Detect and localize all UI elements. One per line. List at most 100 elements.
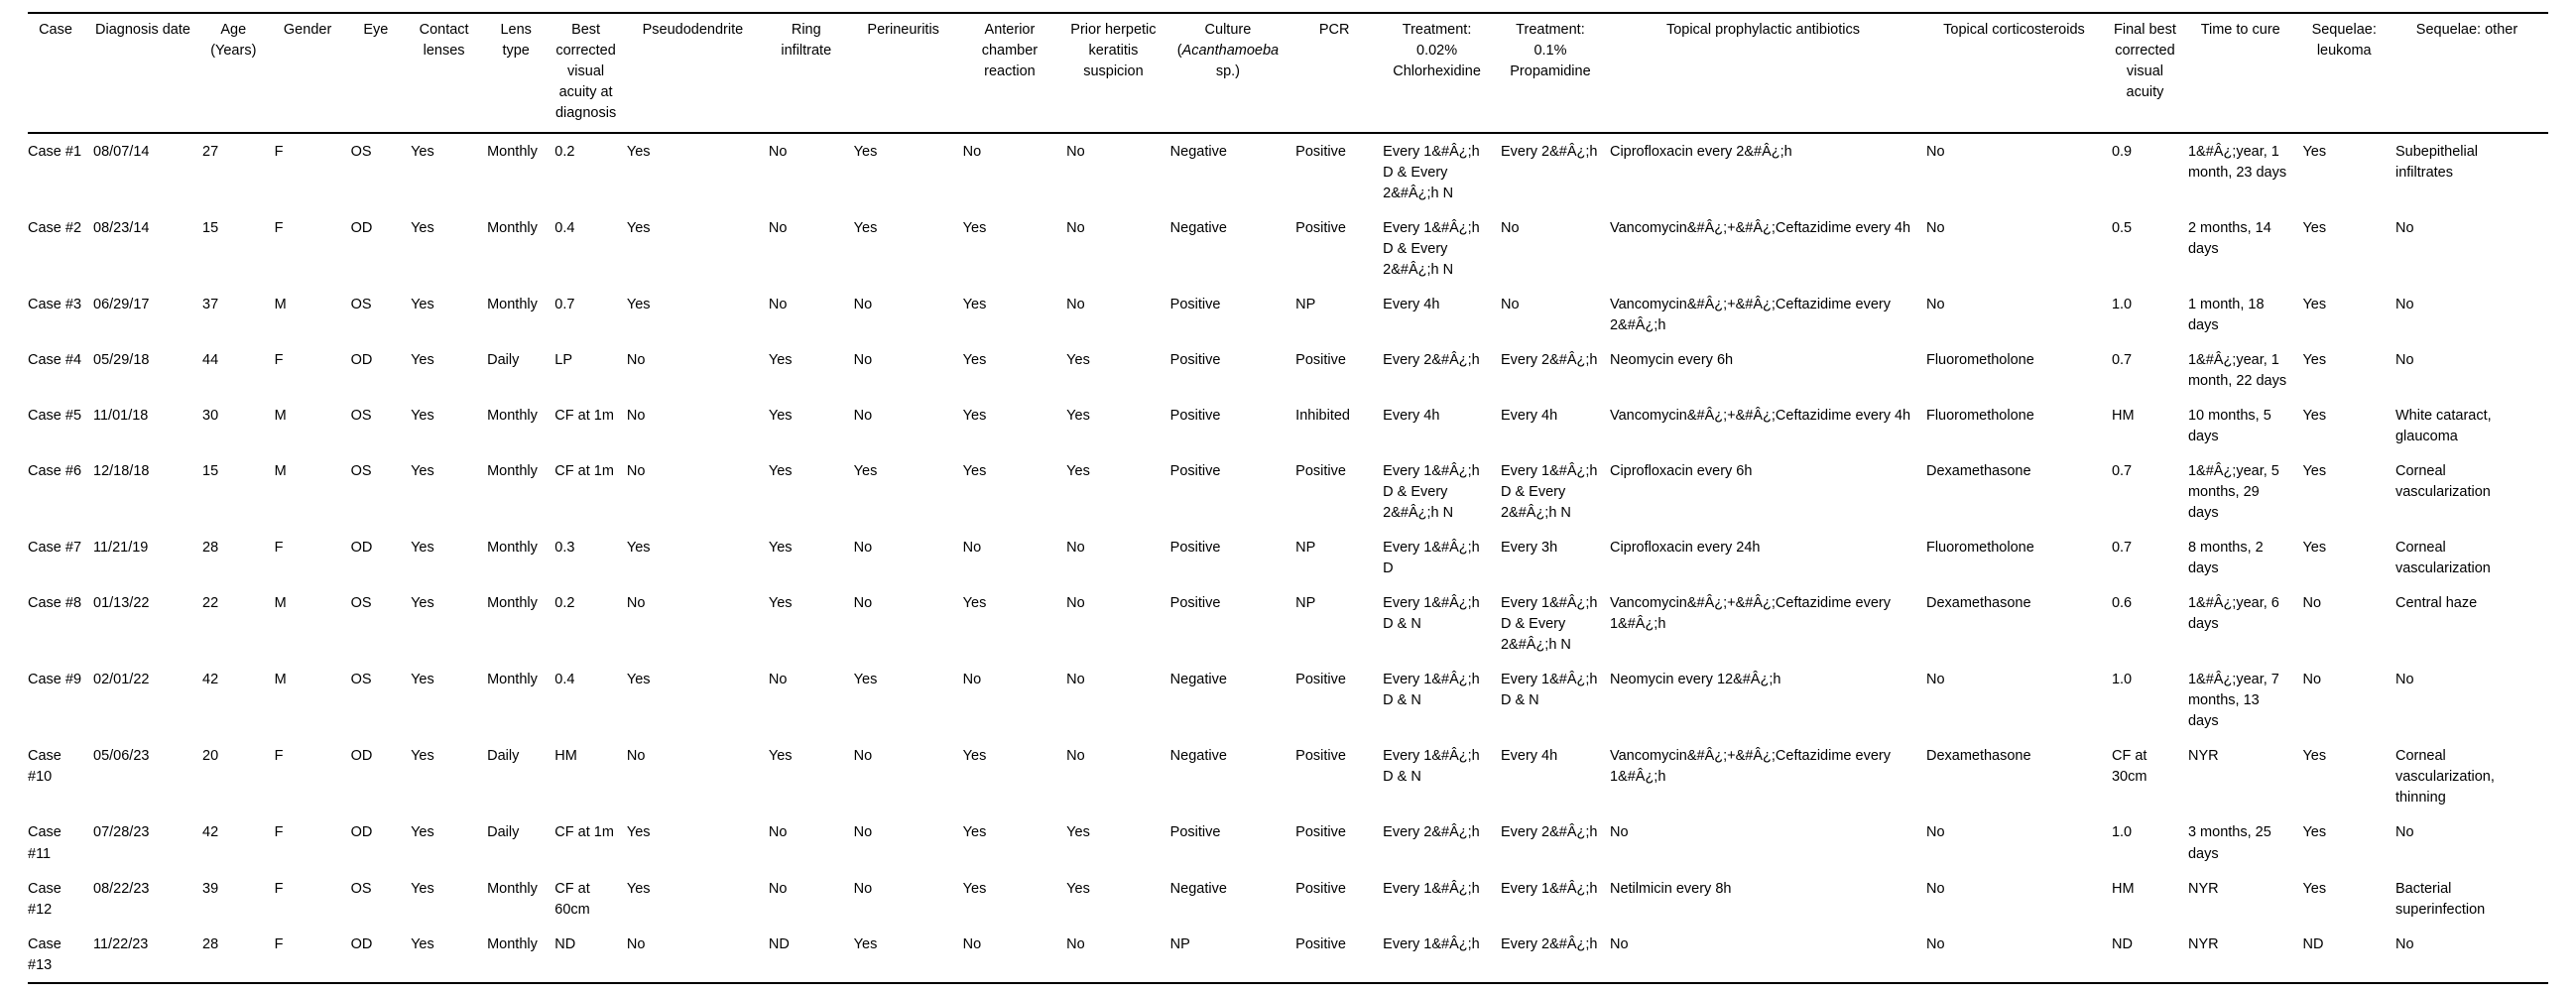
cell-age: 42 <box>202 672 219 688</box>
table-head: Case Diagnosis date Age (Years) Gender Eye Co… <box>28 13 2548 135</box>
column-header-lens-type: Lens type <box>487 13 555 135</box>
cell-topical-corticosteroids: No <box>1925 880 1945 897</box>
cell-pseudodendrite: Yes <box>626 672 651 688</box>
cell-time-to-cure: 1&#Â¿;year, 6 days <box>2187 595 2279 633</box>
cell-treatment-propamidine: No <box>1500 297 1520 313</box>
cell-gender: F <box>274 144 284 161</box>
cell-perineuritis: No <box>853 748 873 765</box>
cell-gender: F <box>274 880 284 897</box>
cell-lens-type: Monthly <box>487 935 538 952</box>
column-header-treatment-chlorhexidine: Treatment: 0.02% Chlorhexidine <box>1383 13 1501 135</box>
cell-topical-prophylactic-antibiotics: Vancomycin&#Â¿;+&#Â¿;Ceftazidime every 4… <box>1609 220 1911 237</box>
cell-culture: Positive <box>1169 463 1221 480</box>
cell-pseudodendrite: Yes <box>626 144 651 161</box>
cell-prior-herpetic-keratitis-suspicion: Yes <box>1066 408 1090 425</box>
cell-prior-herpetic-keratitis-suspicion: Yes <box>1066 824 1090 841</box>
cell-culture: Positive <box>1169 352 1221 369</box>
cell-contact-lenses: Yes <box>411 463 434 480</box>
cell-contact-lenses: Yes <box>411 748 434 765</box>
column-header-diagnosis-date: Diagnosis date <box>93 13 202 135</box>
cell-time-to-cure: 1 month, 18 days <box>2187 297 2265 334</box>
cell-sequelae-leukoma: No <box>2302 672 2322 688</box>
cell-lens-type: Daily <box>487 748 520 765</box>
cell-eye: OD <box>350 540 373 557</box>
cell-pcr: Positive <box>1295 144 1346 161</box>
cell-diagnosis-date: 05/29/18 <box>93 352 150 369</box>
cell-pcr: Positive <box>1295 220 1346 237</box>
cell-lens-type: Monthly <box>487 408 538 425</box>
cell-ring-infiltrate: No <box>768 144 788 161</box>
cell-age: 15 <box>202 220 219 237</box>
cell-contact-lenses: Yes <box>411 595 434 612</box>
cell-case: Case #7 <box>28 540 82 557</box>
cell-bcva-at-diagnosis: CF at 1m <box>554 408 614 425</box>
cell-time-to-cure: 2 months, 14 days <box>2187 220 2271 258</box>
cell-sequelae-leukoma: Yes <box>2302 144 2327 161</box>
cell-topical-prophylactic-antibiotics: Neomycin every 12&#Â¿;h <box>1609 672 1781 688</box>
cell-sequelae-other: No <box>2394 297 2414 313</box>
cell-lens-type: Daily <box>487 824 520 841</box>
cell-topical-prophylactic-antibiotics: Ciprofloxacin every 24h <box>1609 540 1761 557</box>
cell-sequelae-leukoma: Yes <box>2302 540 2327 557</box>
cell-time-to-cure: 1&#Â¿;year, 1 month, 23 days <box>2187 144 2287 182</box>
cell-prior-herpetic-keratitis-suspicion: No <box>1066 297 1085 313</box>
column-header-anterior-chamber-reaction: Anterior chamber reaction <box>962 13 1067 135</box>
cell-anterior-chamber-reaction: No <box>962 540 982 557</box>
cell-age: 37 <box>202 297 219 313</box>
cell-topical-prophylactic-antibiotics: Vancomycin&#Â¿;+&#Â¿;Ceftazidime every 2… <box>1609 297 1891 334</box>
cell-contact-lenses: Yes <box>411 408 434 425</box>
cell-sequelae-leukoma: Yes <box>2302 748 2327 765</box>
cell-ring-infiltrate: Yes <box>768 352 793 369</box>
cell-prior-herpetic-keratitis-suspicion: No <box>1066 672 1085 688</box>
cell-case: Case #3 <box>28 297 82 313</box>
column-header-bcva-at-diagnosis: Best corrected visual acuity at diagnosi… <box>554 13 627 135</box>
cell-final-bcva: HM <box>2111 408 2135 425</box>
cell-eye: OS <box>350 463 372 480</box>
cell-ring-infiltrate: No <box>768 297 788 313</box>
cell-contact-lenses: Yes <box>411 824 434 841</box>
cell-case: Case #10 <box>28 748 61 786</box>
cell-culture: Negative <box>1169 220 1227 237</box>
cell-perineuritis: No <box>853 540 873 557</box>
cell-culture: Positive <box>1169 408 1221 425</box>
cell-pcr: Positive <box>1295 880 1346 897</box>
cell-eye: OS <box>350 297 372 313</box>
cell-topical-prophylactic-antibiotics: Ciprofloxacin every 6h <box>1609 463 1753 480</box>
cell-case: Case #5 <box>28 408 82 425</box>
cell-pcr: Positive <box>1295 672 1346 688</box>
cell-topical-prophylactic-antibiotics: No <box>1609 824 1629 841</box>
cell-contact-lenses: Yes <box>411 144 434 161</box>
cell-time-to-cure: NYR <box>2187 880 2219 897</box>
cell-time-to-cure: 1&#Â¿;year, 1 month, 22 days <box>2187 352 2287 390</box>
cell-anterior-chamber-reaction: Yes <box>962 824 987 841</box>
cell-gender: F <box>274 352 284 369</box>
cell-prior-herpetic-keratitis-suspicion: No <box>1066 748 1085 765</box>
cell-age: 42 <box>202 824 219 841</box>
cell-contact-lenses: Yes <box>411 880 434 897</box>
cell-treatment-chlorhexidine: Every 4h <box>1383 408 1440 425</box>
cell-age: 39 <box>202 880 219 897</box>
cell-treatment-chlorhexidine: Every 1&#Â¿;h D & Every 2&#Â¿;h N <box>1383 463 1480 522</box>
cell-time-to-cure: 3 months, 25 days <box>2187 824 2271 862</box>
cell-lens-type: Monthly <box>487 540 538 557</box>
cell-bcva-at-diagnosis: 0.7 <box>554 297 575 313</box>
cell-case: Case #4 <box>28 352 82 369</box>
cell-sequelae-other: No <box>2394 935 2414 952</box>
table-body: Case #1 08/07/14 27 F OS Yes Monthly 0.2 Yes No Ye… <box>28 133 2548 983</box>
cell-eye: OD <box>350 220 373 237</box>
cell-diagnosis-date: 07/28/23 <box>93 824 150 841</box>
cell-time-to-cure: 8 months, 2 days <box>2187 540 2264 577</box>
column-header-pseudodendrite: Pseudodendrite <box>626 13 769 135</box>
cell-final-bcva: 0.7 <box>2111 463 2133 480</box>
table-row: Case #4 05/29/18 44 F OD Yes Daily LP No Yes No Yes… <box>28 342 2548 398</box>
cell-anterior-chamber-reaction: Yes <box>962 297 987 313</box>
cell-perineuritis: Yes <box>853 672 878 688</box>
cell-topical-prophylactic-antibiotics: Vancomycin&#Â¿;+&#Â¿;Ceftazidime every 4… <box>1609 408 1911 425</box>
cell-pcr: Positive <box>1295 748 1346 765</box>
cell-topical-prophylactic-antibiotics: Vancomycin&#Â¿;+&#Â¿;Ceftazidime every 1… <box>1609 748 1891 786</box>
cell-treatment-chlorhexidine: Every 1&#Â¿;h D & N <box>1383 672 1480 709</box>
cell-diagnosis-date: 08/07/14 <box>93 144 150 161</box>
cell-treatment-chlorhexidine: Every 4h <box>1383 297 1440 313</box>
cell-culture: Positive <box>1169 824 1221 841</box>
